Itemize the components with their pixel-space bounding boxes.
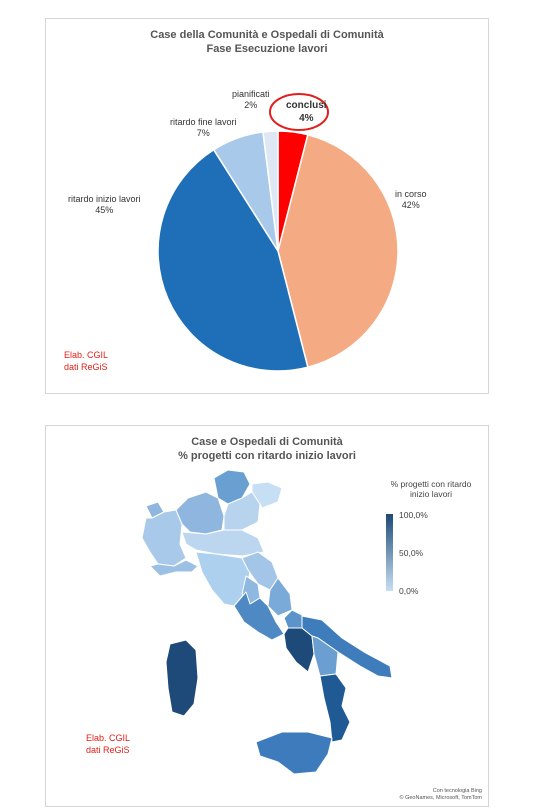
pie-slice-pianificati	[262, 130, 279, 252]
italy-map	[141, 469, 393, 775]
legend-title-line-1: % progetti con ritardo	[390, 479, 472, 489]
map-credit: Con tecnologia Bing © GeoNames, Microsof…	[400, 788, 483, 802]
legend-title: % progetti con ritardo inizio lavori	[376, 479, 486, 499]
pie-source-line-2: dati ReGiS	[64, 362, 108, 372]
map-chart-panel: Case e Ospedali di Comunità % progetti c…	[45, 425, 489, 807]
legend-title-line-2: inizio lavori	[409, 489, 453, 499]
label-conclusi: conclusi 4%	[286, 99, 327, 125]
region-marche	[241, 551, 279, 591]
legend-tick-min: 0,0%	[399, 586, 419, 596]
label-pianificati-name: pianificati	[232, 89, 270, 99]
pie-subtitle: Fase Esecuzione lavori	[206, 43, 328, 55]
legend-color-bar	[386, 514, 393, 591]
label-conclusi-value: 4%	[299, 113, 314, 124]
legend-tick-max: 100,0%	[399, 510, 428, 520]
pie-slice-ritardo-inizio-lavori	[157, 148, 309, 372]
map-subtitle: % progetti con ritardo inizio lavori	[178, 450, 356, 462]
map-title: Case e Ospedali di Comunità	[191, 436, 343, 448]
label-in-corso: in corso 42%	[395, 189, 427, 211]
map-source-line-2: dati ReGiS	[86, 745, 130, 755]
region-liguria	[149, 559, 199, 577]
label-in-corso-name: in corso	[395, 189, 427, 199]
label-ritardo-inizio-value: 45%	[95, 205, 114, 215]
map-credit-line-2: © GeoNames, Microsoft, TomTom	[399, 795, 483, 801]
label-ritardo-fine-value: 7%	[196, 128, 210, 138]
region-sardegna	[165, 639, 199, 717]
label-ritardo-inizio: ritardo inizio lavori 45%	[68, 194, 141, 216]
label-pianificati-value: 2%	[244, 100, 258, 110]
label-in-corso-value: 42%	[401, 200, 420, 210]
region-molise	[283, 609, 305, 629]
legend-tick-mid: 50,0%	[399, 548, 424, 558]
pie-source-line-1: Elab. CGIL	[64, 350, 109, 360]
label-conclusi-name: conclusi	[286, 100, 327, 111]
label-pianificati: pianificati 2%	[232, 89, 270, 111]
region-friuli	[251, 481, 283, 509]
map-source-line-1: Elab. CGIL	[86, 733, 131, 743]
region-veneto	[223, 491, 261, 531]
map-source: Elab. CGIL dati ReGiS	[86, 732, 130, 756]
pie-svg	[157, 93, 399, 372]
region-calabria	[319, 673, 351, 743]
conclusi-highlight-ellipse	[269, 93, 329, 131]
region-emilia	[181, 529, 265, 557]
pie-chart-panel: Case della Comunità e Ospedali di Comuni…	[45, 18, 489, 394]
pie-source: Elab. CGIL dati ReGiS	[64, 349, 108, 373]
map-credit-line-1: Con tecnologia Bing	[432, 788, 482, 794]
region-sicilia	[255, 731, 333, 775]
region-lombardia	[175, 491, 225, 535]
label-ritardo-fine-name: ritardo fine lavori	[170, 117, 237, 127]
pie-slice-in-corso	[277, 133, 399, 369]
pie-title: Case della Comunità e Ospedali di Comuni…	[150, 29, 384, 41]
label-ritardo-inizio-name: ritardo inizio lavori	[68, 194, 141, 204]
label-ritardo-fine: ritardo fine lavori 7%	[170, 117, 237, 139]
region-piemonte	[141, 509, 187, 567]
region-lazio	[233, 591, 285, 641]
region-trentino	[213, 469, 251, 505]
